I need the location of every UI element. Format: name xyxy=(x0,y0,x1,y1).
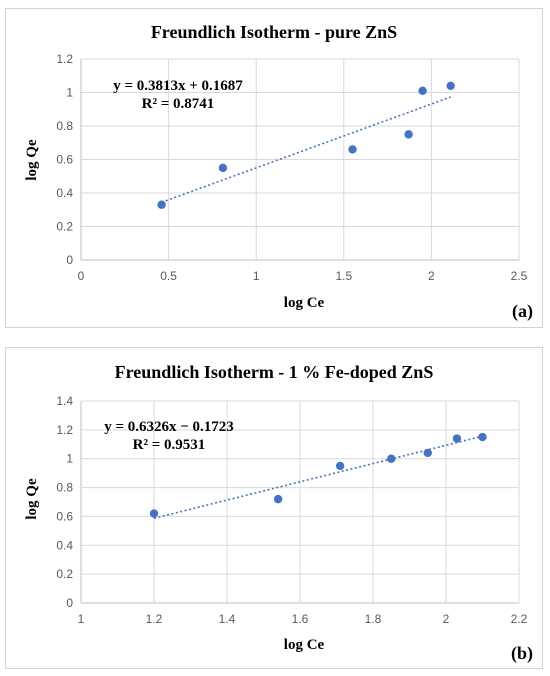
x-tick-label: 2.5 xyxy=(511,269,528,283)
data-point xyxy=(149,509,159,518)
y-tick-label: 0.6 xyxy=(56,153,73,167)
x-tick-label: 1.5 xyxy=(335,269,352,283)
chart-panel-b: Freundlich Isotherm - 1 % Fe-doped ZnS 0… xyxy=(5,347,543,669)
chart-a-ylabel: log Qe xyxy=(24,139,40,181)
y-tick-label: 0.4 xyxy=(56,538,73,552)
y-tick-label: 0 xyxy=(66,253,73,267)
chart-a-xlabel: log Ce xyxy=(284,295,325,311)
chart-a-equation: y = 0.3813x + 0.1687 xyxy=(113,78,243,94)
data-point xyxy=(348,145,357,154)
y-tick-label: 0.2 xyxy=(56,220,73,234)
y-tick-label: 0.8 xyxy=(56,481,73,495)
data-point xyxy=(157,200,166,209)
chart-a-r-squared: R² = 0.8741 xyxy=(142,96,215,112)
x-tick-label: 1 xyxy=(78,612,85,626)
data-point xyxy=(478,432,487,442)
x-tick-label: 0 xyxy=(78,269,85,283)
x-tick-label: 1.8 xyxy=(365,612,382,626)
chart-a-panel-label: (a) xyxy=(512,301,533,322)
x-tick-label: 1.6 xyxy=(292,612,309,626)
data-point xyxy=(387,454,396,463)
y-tick-label: 1.2 xyxy=(56,423,73,437)
x-tick-label: 0.5 xyxy=(160,269,177,283)
data-point xyxy=(446,81,455,91)
data-point xyxy=(335,461,345,471)
x-tick-label: 2 xyxy=(443,612,450,626)
data-point xyxy=(404,130,413,139)
data-point xyxy=(218,163,228,173)
data-point xyxy=(418,86,427,96)
data-point xyxy=(423,448,432,458)
y-tick-label: 0.2 xyxy=(56,567,73,581)
trendline xyxy=(161,96,451,204)
chart-b-title: Freundlich Isotherm - 1 % Fe-doped ZnS xyxy=(115,362,434,382)
x-tick-label: 2 xyxy=(428,269,435,283)
chart-a-title: Freundlich Isotherm - pure ZnS xyxy=(151,22,397,42)
y-tick-label: 0.8 xyxy=(56,119,73,133)
chart-a-svg: Freundlich Isotherm - pure ZnS 0 0.2 0.4 0.… xyxy=(24,22,533,322)
y-tick-label: 0 xyxy=(66,596,73,610)
chart-b-ylabel: log Qe xyxy=(24,478,40,520)
y-tick-label: 1.4 xyxy=(56,394,73,408)
chart-b-svg: Freundlich Isotherm - 1 % Fe-doped ZnS 0… xyxy=(24,362,533,664)
y-tick-label: 1 xyxy=(66,86,73,100)
chart-b-equation: y = 0.6326x − 0.1723 xyxy=(104,419,234,435)
x-tick-label: 1.2 xyxy=(146,612,163,626)
x-tick-label: 2.2 xyxy=(511,612,528,626)
chart-b-panel-label: (b) xyxy=(511,643,533,664)
y-tick-label: 0.6 xyxy=(56,509,73,523)
chart-b-xlabel: log Ce xyxy=(284,637,325,653)
data-point xyxy=(452,434,462,443)
y-tick-label: 0.4 xyxy=(56,186,73,200)
x-tick-label: 1.4 xyxy=(219,612,236,626)
y-tick-label: 1.2 xyxy=(56,52,73,66)
x-tick-label: 1 xyxy=(253,269,260,283)
y-tick-label: 1 xyxy=(66,452,73,466)
data-point xyxy=(273,494,283,504)
chart-panel-a: Freundlich Isotherm - pure ZnS 0 0.2 0.4 0.… xyxy=(5,8,543,328)
chart-b-r-squared: R² = 0.9531 xyxy=(133,437,206,453)
